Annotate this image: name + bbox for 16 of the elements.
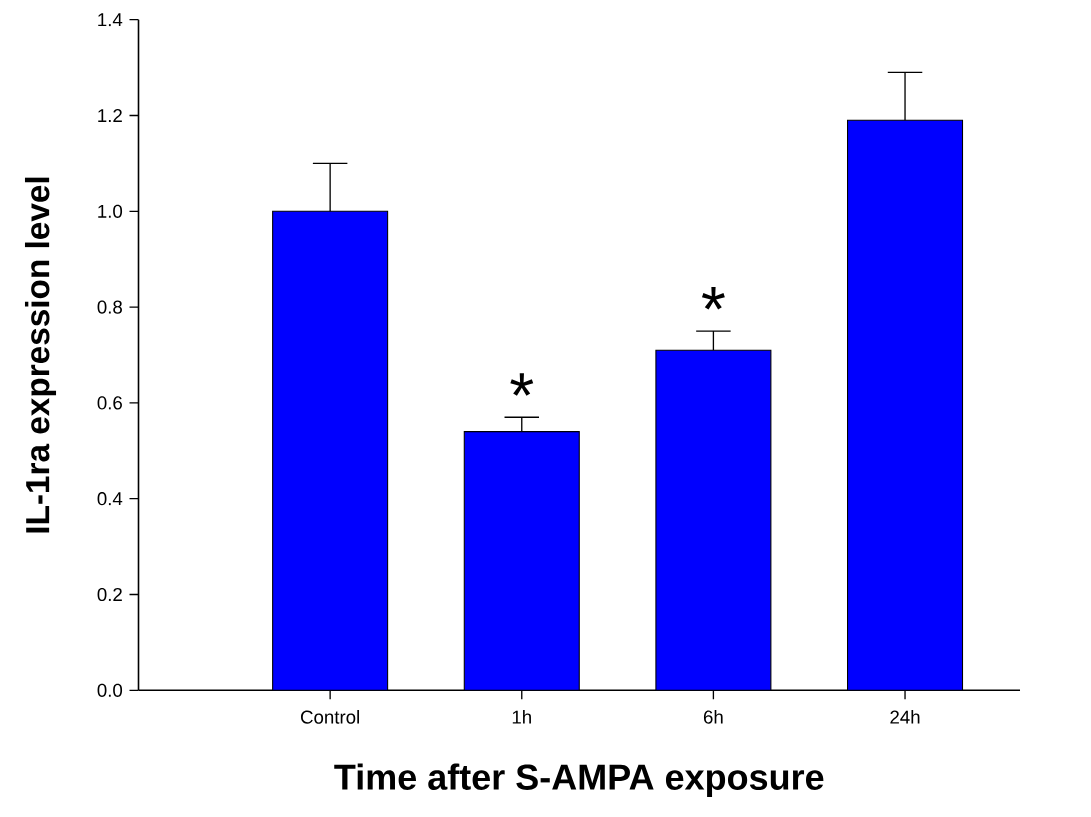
x-tick-label: Control (300, 710, 359, 724)
x-tick-label: 24h (890, 710, 920, 724)
annotation: * (701, 287, 725, 310)
y-tick-label: 0.6 (97, 396, 122, 410)
y-tick-label: 0.0 (97, 683, 123, 697)
x-axis-title: Time after S-AMPA exposure (334, 763, 824, 798)
y-tick-label: 0.2 (97, 587, 122, 602)
y-tick-label: 1.2 (98, 108, 122, 123)
x-tick-label: 6h (703, 710, 723, 724)
y-tick-label: 1.4 (98, 13, 123, 27)
y-tick-label: 0.4 (97, 492, 123, 506)
y-axis-title: IL-1ra expression level (24, 177, 57, 533)
y-tick-label: 1.0 (98, 204, 123, 218)
x-tick-label: 1h (512, 710, 531, 724)
annotation: * (510, 373, 534, 396)
y-tick-label: 0.8 (97, 300, 122, 314)
